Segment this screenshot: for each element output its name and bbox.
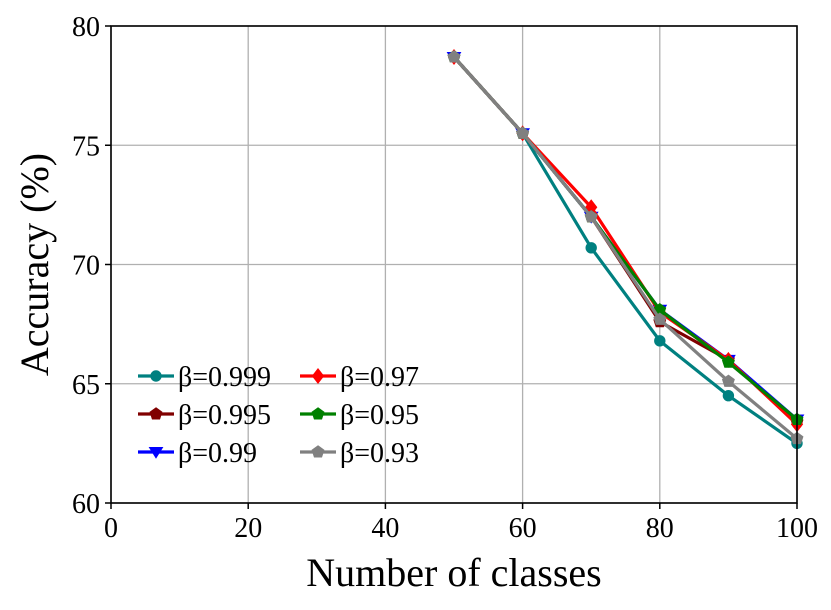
x-tick-label: 20 — [234, 513, 262, 544]
data-point — [654, 335, 666, 347]
data-point — [585, 242, 597, 254]
series-2 — [447, 50, 804, 428]
legend-marker — [149, 407, 163, 420]
series-layer — [446, 49, 805, 450]
x-axis-title: Number of classes — [306, 550, 601, 595]
series-5 — [447, 50, 804, 426]
legend-marker — [148, 446, 164, 459]
x-tick-label: 60 — [509, 513, 537, 544]
axis-ticks: 0 20 40 60 80 100 60 65 70 75 80 — [72, 12, 818, 544]
legend-label: β=0.999 — [178, 362, 271, 393]
legend-marker — [150, 370, 162, 382]
data-point — [721, 374, 735, 387]
series-line — [452, 55, 799, 421]
legend-item: β=0.999 — [138, 362, 271, 393]
y-axis-title: Accuracy (%) — [12, 153, 57, 376]
data-point — [653, 312, 667, 325]
legend-item: β=0.99 — [138, 438, 257, 469]
x-tick-label: 80 — [646, 513, 674, 544]
series-line — [452, 55, 799, 424]
x-tick-label: 100 — [776, 513, 818, 544]
legend-label: β=0.95 — [340, 400, 419, 431]
grid-lines — [110, 25, 798, 504]
legend-label: β=0.93 — [340, 438, 419, 469]
series-6 — [447, 50, 804, 445]
x-tick-label: 0 — [104, 513, 118, 544]
y-tick-label: 60 — [72, 489, 100, 520]
legend-item: β=0.97 — [300, 362, 419, 393]
legend-label: β=0.995 — [178, 400, 271, 431]
y-tick-label: 75 — [72, 131, 100, 162]
y-tick-label: 80 — [72, 12, 100, 43]
y-tick-label: 65 — [72, 370, 100, 401]
data-point — [516, 126, 530, 139]
series-4 — [447, 49, 804, 433]
data-point — [722, 389, 735, 402]
series-line — [452, 55, 799, 440]
data-point — [447, 50, 461, 63]
legend-marker — [311, 368, 325, 384]
y-tick-label: 70 — [72, 251, 100, 282]
series-line — [452, 55, 799, 421]
legend: β=0.999 β=0.995 β=0.99 β=0.97 β=0.95 β=0.93 — [138, 362, 419, 469]
legend-label: β=0.99 — [178, 438, 257, 469]
x-tick-label: 40 — [371, 513, 399, 544]
legend-marker — [311, 445, 325, 458]
legend-marker — [311, 407, 325, 420]
data-point — [584, 210, 598, 223]
legend-item: β=0.95 — [300, 400, 419, 431]
data-point — [721, 355, 735, 368]
legend-label: β=0.97 — [340, 362, 419, 393]
legend-item: β=0.93 — [300, 438, 419, 469]
legend-item: β=0.995 — [138, 400, 271, 431]
